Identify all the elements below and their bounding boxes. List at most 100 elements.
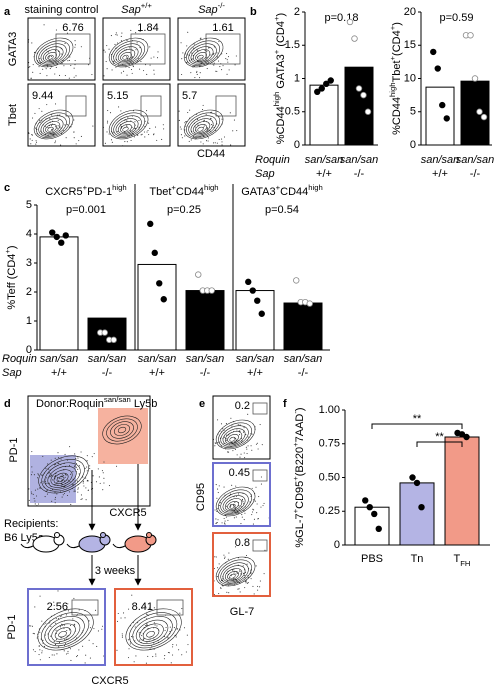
event-dot — [228, 69, 230, 71]
event-dot — [103, 461, 105, 463]
event-dot — [233, 517, 235, 519]
event-dot — [148, 607, 150, 609]
data-point — [463, 433, 470, 441]
event-dot — [20, 133, 21, 134]
plot-frame — [102, 17, 171, 81]
data-point — [418, 504, 425, 511]
event-dot — [67, 60, 69, 62]
event-dot — [92, 475, 94, 477]
data-point — [245, 278, 252, 286]
data-point — [362, 497, 369, 504]
event-dot — [70, 64, 72, 67]
event-dot — [46, 482, 48, 484]
event-dot — [251, 433, 253, 435]
event-dot — [227, 451, 229, 453]
event-dot — [59, 616, 61, 618]
event-dot — [244, 512, 246, 514]
event-dot — [34, 650, 36, 653]
event-dot — [162, 51, 163, 52]
event-dot — [57, 125, 59, 127]
event-dot — [94, 609, 97, 611]
event-dot — [113, 60, 115, 62]
event-dot — [156, 625, 158, 627]
donor-label: Donor:Roquinsan/san Ly5b — [36, 395, 157, 410]
event-dot — [184, 56, 186, 59]
group-title: Tbet+CD44high — [149, 183, 218, 198]
event-dot — [146, 131, 148, 133]
event-dot — [169, 626, 171, 628]
event-dot — [65, 653, 68, 655]
row-value: +/+ — [432, 168, 448, 180]
event-dot — [64, 124, 66, 126]
event-dot — [19, 71, 20, 72]
event-dot — [60, 477, 62, 479]
event-dot — [74, 461, 76, 463]
event-dot — [230, 417, 232, 419]
flow-plot — [18, 590, 105, 664]
event-dot — [86, 460, 88, 462]
contour — [227, 570, 239, 580]
data-point — [366, 504, 373, 511]
row-value: -/- — [354, 168, 365, 180]
event-dot — [231, 484, 233, 486]
event-dot — [162, 124, 164, 126]
y-tick-label: 2 — [294, 6, 300, 18]
event-dot — [144, 136, 146, 138]
event-dot — [64, 643, 67, 645]
event-dot — [232, 504, 235, 506]
data-point — [151, 249, 158, 257]
event-dot — [153, 56, 155, 58]
event-dot — [46, 64, 48, 66]
gate-value: 5.7 — [182, 90, 197, 102]
event-dot — [178, 119, 180, 122]
text-part: GATA3 — [241, 186, 275, 198]
event-dot — [69, 648, 72, 650]
event-dot — [57, 462, 59, 464]
gate-value: 1.61 — [212, 22, 233, 34]
event-dot — [18, 640, 19, 641]
p-value: p=0.59 — [440, 12, 474, 24]
mouse — [20, 532, 65, 553]
event-dot — [30, 77, 32, 79]
event-dot — [86, 455, 88, 457]
event-dot — [85, 654, 87, 656]
event-dot — [200, 626, 201, 627]
event-dot — [207, 575, 208, 576]
contour — [197, 126, 204, 132]
y-tick-label: 0.75 — [319, 438, 340, 450]
event-dot — [217, 488, 219, 490]
event-dot — [25, 59, 26, 60]
text-part: Donor:Roquin — [36, 398, 104, 410]
event-dot — [226, 52, 228, 55]
gate — [55, 33, 91, 65]
event-dot — [207, 498, 208, 499]
contour — [53, 472, 69, 485]
event-dot — [189, 109, 191, 111]
event-dot — [29, 66, 31, 68]
event-dot — [57, 590, 59, 592]
significance-bracket — [416, 441, 463, 447]
event-dot — [168, 652, 170, 654]
contour — [40, 46, 64, 64]
event-dot — [251, 511, 254, 513]
axis-label: PD-1 — [6, 614, 18, 639]
event-dot — [55, 29, 57, 31]
event-dot — [223, 557, 226, 559]
bar — [185, 290, 225, 351]
event-dot — [224, 523, 226, 525]
event-dot — [66, 629, 68, 632]
event-dot — [45, 622, 47, 624]
event-dot — [39, 659, 41, 661]
event-dot — [28, 488, 30, 490]
event-dot — [191, 52, 193, 54]
event-dot — [204, 515, 205, 516]
event-dot — [42, 68, 44, 70]
event-dot — [181, 654, 183, 656]
event-dot — [73, 131, 75, 133]
contour — [190, 118, 214, 136]
event-dot — [200, 141, 202, 143]
event-dot — [223, 554, 225, 556]
event-dot — [51, 114, 53, 116]
text-part: +/+ — [141, 1, 153, 10]
event-dot — [64, 453, 66, 455]
